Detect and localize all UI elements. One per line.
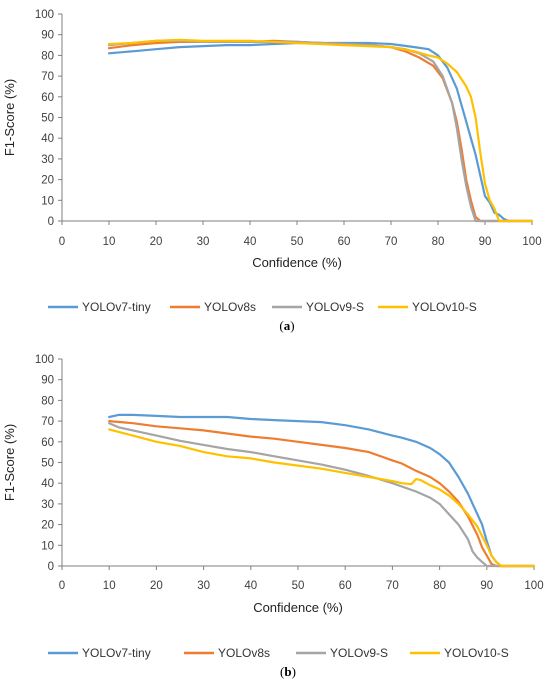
legend-entry: YOLOv10-S [412,300,477,314]
y-tick-label: 70 [41,71,54,83]
x-axis-label: Confidence (%) [252,255,342,270]
y-tick-label: 20 [41,520,54,532]
x-tick-label: 80 [432,236,445,248]
panel-label: (a) [279,318,294,333]
y-tick-label: 50 [41,458,54,470]
x-tick-label: 70 [386,580,399,592]
x-tick-label: 10 [103,236,116,248]
panel-label: (b) [280,664,296,679]
y-tick-label: 10 [41,540,54,552]
y-axis-label: F1-Score (%) [2,424,17,501]
y-axis-label: F1-Score (%) [2,79,17,156]
x-tick-label: 40 [244,236,257,248]
panel-label-letter: b [284,664,291,679]
y-tick-label: 80 [41,50,54,62]
y-tick-label: 0 [48,216,54,228]
y-tick-label: 10 [41,195,54,207]
x-tick-label: 10 [103,580,116,592]
legend-entry: YOLOv8s [218,646,270,660]
legend-entry: YOLOv9-S [330,646,388,660]
y-tick-label: 100 [35,9,54,21]
y-tick-label: 0 [48,561,54,573]
x-tick-label: 20 [150,236,163,248]
y-tick-label: 20 [41,175,54,187]
x-axis-label: Confidence (%) [253,600,343,615]
legend-entry: YOLOv7-tiny [82,646,151,660]
y-tick-label: 50 [41,113,54,125]
y-tick-label: 90 [41,375,54,387]
legend-entry: YOLOv8s [204,300,256,314]
series-line-yolov10-s [107,38,534,223]
x-tick-label: 30 [197,236,210,248]
y-tick-label: 80 [41,395,54,407]
series-line-yolov10-s [108,428,536,568]
x-tick-label: 100 [524,580,543,592]
x-tick-label: 50 [292,580,305,592]
x-tick-label: 20 [150,580,163,592]
y-tick-label: 40 [41,133,54,145]
chart-panel-a: 0 10 20 30 40 50 60 70 80 90 100 0 10 20 30 40 50 60 70 80 9… [2,9,542,333]
panel-label-letter: a [284,318,291,333]
x-tick-label: 90 [480,580,493,592]
series-line-yolov7-tiny [108,413,536,568]
series-line-yolov7-tiny [107,41,534,223]
legend-entry: YOLOv7-tiny [82,300,151,314]
y-tick-label: 40 [41,478,54,490]
y-tick-label: 30 [41,499,54,511]
x-tick-label: 0 [59,580,65,592]
x-tick-label: 70 [385,236,398,248]
x-tick-label: 30 [197,580,210,592]
x-tick-label: 40 [244,580,257,592]
y-tick-label: 100 [35,354,54,366]
x-tick-label: 0 [59,236,65,248]
legend-entry: YOLOv10-S [444,646,509,660]
y-tick-label: 60 [41,437,54,449]
x-tick-label: 50 [291,236,304,248]
x-tick-label: 90 [479,236,492,248]
panel-label-close: ) [292,664,296,679]
x-tick-label: 60 [339,580,352,592]
panel-label-open: ( [280,664,284,679]
panel-label-open: ( [279,318,283,333]
y-tick-label: 60 [41,92,54,104]
y-tick-label: 70 [41,416,54,428]
chart-panel-b: 0 10 20 30 40 50 60 70 80 90 100 0 10 20 30 40 50 60 70 80 9… [2,354,544,679]
x-tick-label: 100 [522,236,541,248]
series-line-yolov8s [108,420,536,568]
y-tick-label: 90 [41,30,54,42]
x-tick-label: 80 [433,580,446,592]
legend-entry: YOLOv9-S [306,300,364,314]
x-tick-label: 60 [338,236,351,248]
y-tick-label: 30 [41,154,54,166]
panel-label-close: ) [290,318,294,333]
